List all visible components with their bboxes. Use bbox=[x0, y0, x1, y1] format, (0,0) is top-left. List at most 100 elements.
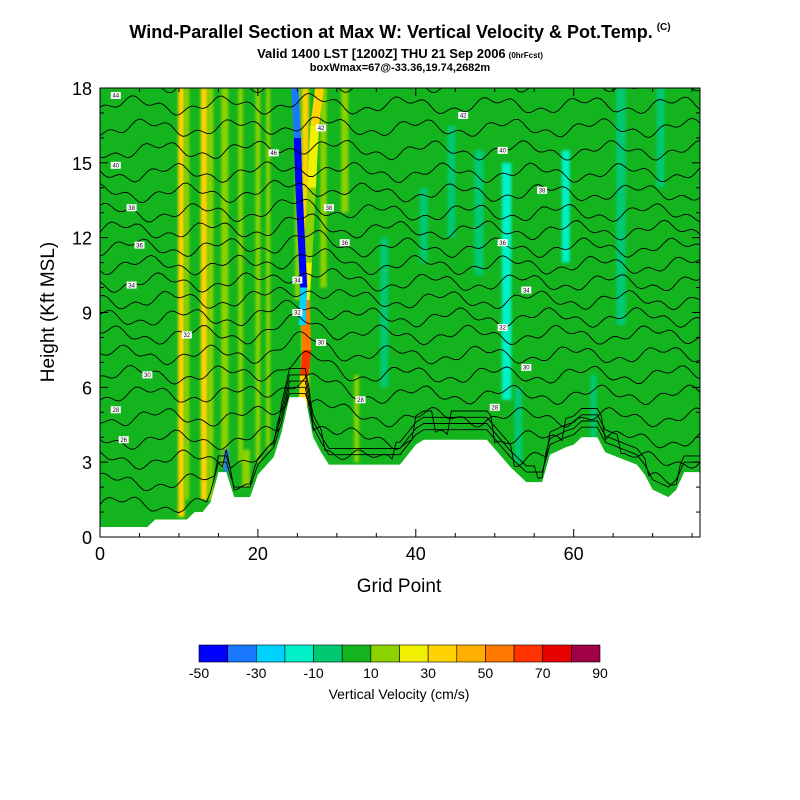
theta-label-bg bbox=[316, 338, 327, 346]
theta-label-bg bbox=[110, 91, 121, 99]
theta-label-text: 40 bbox=[112, 164, 119, 170]
theta-label-text: 26 bbox=[120, 438, 127, 444]
theta-label-bg bbox=[142, 371, 153, 379]
colorbar-swatch bbox=[427, 644, 458, 663]
theta-label-text: 28 bbox=[491, 405, 498, 411]
theta-label: 46 bbox=[268, 149, 279, 157]
w-streak bbox=[200, 88, 208, 500]
theta-label-text: 44 bbox=[112, 94, 119, 100]
theta-label-bg bbox=[268, 149, 279, 157]
updraft-core-segment bbox=[310, 88, 324, 126]
theta-label-text: 38 bbox=[128, 206, 135, 212]
w-streak bbox=[238, 88, 243, 463]
theta-label: 38 bbox=[537, 186, 548, 194]
y-tick-label: 12 bbox=[72, 229, 92, 249]
theta-label: 44 bbox=[110, 91, 121, 100]
colorbar-tick-label: -30 bbox=[246, 665, 266, 681]
theta-label: 34 bbox=[126, 281, 137, 289]
theta-label-text: 42 bbox=[460, 114, 467, 120]
theta-label: 28 bbox=[110, 406, 121, 414]
x-tick-label: 20 bbox=[248, 544, 268, 564]
isentrope bbox=[100, 116, 700, 138]
theta-label: 28 bbox=[489, 403, 500, 411]
theta-label-bg bbox=[134, 241, 145, 249]
colorbar-swatch bbox=[227, 644, 257, 663]
colorbar: -50 -30 -10 10 30 50 70 90 bbox=[189, 644, 608, 681]
theta-label-bg bbox=[126, 281, 137, 289]
isentrope bbox=[100, 198, 700, 223]
isentrope bbox=[100, 161, 700, 184]
isentrope bbox=[100, 313, 700, 346]
theta-label-bg bbox=[458, 111, 469, 119]
isentrope bbox=[100, 374, 700, 470]
potential-temperature-contours bbox=[100, 88, 700, 514]
theta-label: 32 bbox=[292, 309, 303, 317]
colorbar-swatch bbox=[485, 644, 515, 663]
colorbar-tick-label: 10 bbox=[363, 665, 379, 681]
theta-label: 38 bbox=[126, 204, 137, 212]
colorbar-swatch bbox=[341, 644, 372, 663]
updraft-core-segment bbox=[303, 187, 316, 263]
theta-label-text: 38 bbox=[326, 206, 333, 212]
w-streak bbox=[242, 449, 250, 488]
isentrope bbox=[100, 287, 700, 311]
theta-label-bg bbox=[489, 403, 500, 411]
theta-label-bg bbox=[521, 286, 532, 294]
theta-label-bg bbox=[110, 161, 121, 169]
theta-label-bg bbox=[339, 239, 350, 247]
theta-label-bg bbox=[521, 363, 532, 371]
y-tick-label: 9 bbox=[82, 304, 92, 324]
w-streak bbox=[223, 449, 229, 473]
w-streak bbox=[320, 88, 327, 288]
w-streak bbox=[514, 387, 523, 463]
y-tick-label: 15 bbox=[72, 154, 92, 174]
theta-label-text: 36 bbox=[499, 241, 506, 247]
theta-label-text: 32 bbox=[294, 311, 301, 317]
colorbar-title: Vertical Velocity (cm/s) bbox=[329, 686, 470, 702]
colorbar-swatch bbox=[513, 644, 544, 663]
theta-label-text: 28 bbox=[112, 408, 119, 414]
updraft-core-segment bbox=[307, 125, 320, 188]
box-max-info: boxWmax=67@-33.36,19.74,2682m bbox=[309, 62, 491, 74]
theta-label-bg bbox=[110, 406, 121, 414]
theta-label-text: 36 bbox=[136, 243, 143, 249]
colorbar-swatch bbox=[284, 644, 314, 663]
theta-label-text: 32 bbox=[499, 326, 506, 332]
w-streak bbox=[266, 88, 271, 450]
isentrope bbox=[100, 213, 700, 241]
terrain-mask bbox=[100, 397, 700, 537]
theta-label: 32 bbox=[497, 323, 508, 332]
theta-label-bg bbox=[537, 186, 548, 194]
theta-label: 34 bbox=[521, 286, 532, 294]
y-axis-title: Height (Kft MSL) bbox=[38, 242, 59, 382]
isentrope bbox=[100, 331, 700, 366]
theta-label: 28 bbox=[355, 396, 366, 404]
chart-title: Wind-Parallel Section at Max W: Vertical… bbox=[0, 22, 800, 43]
w-streak bbox=[341, 88, 349, 213]
colorbar-swatch bbox=[456, 644, 486, 663]
colorbar-swatch bbox=[198, 644, 228, 663]
theta-label-text: 40 bbox=[499, 149, 506, 155]
x-tick-label: 40 bbox=[406, 544, 426, 564]
theta-label-text: 30 bbox=[318, 341, 325, 347]
theta-label: 30 bbox=[521, 363, 532, 372]
theta-label-text: 34 bbox=[128, 283, 135, 289]
theta-label-bg bbox=[497, 239, 508, 247]
theta-label-text: 34 bbox=[523, 288, 530, 294]
w-streak bbox=[178, 88, 185, 518]
theta-label: 32 bbox=[181, 331, 192, 339]
isentrope bbox=[100, 393, 700, 428]
w-streak bbox=[207, 88, 214, 500]
theta-label: 42 bbox=[458, 111, 469, 120]
w-streak bbox=[447, 125, 456, 238]
theta-label-text: 42 bbox=[318, 126, 325, 132]
theta-label-bg bbox=[497, 146, 508, 154]
y-tick-label: 3 bbox=[82, 453, 92, 473]
w-streak bbox=[221, 88, 229, 468]
colorbar-swatch bbox=[313, 644, 343, 663]
y-tick-label: 18 bbox=[72, 79, 92, 99]
forecast-hour-tag: (0hrFcst) bbox=[508, 51, 543, 60]
theta-label: 40 bbox=[110, 161, 121, 170]
theta-label-bg bbox=[355, 396, 366, 404]
theta-label: 26 bbox=[118, 436, 129, 444]
